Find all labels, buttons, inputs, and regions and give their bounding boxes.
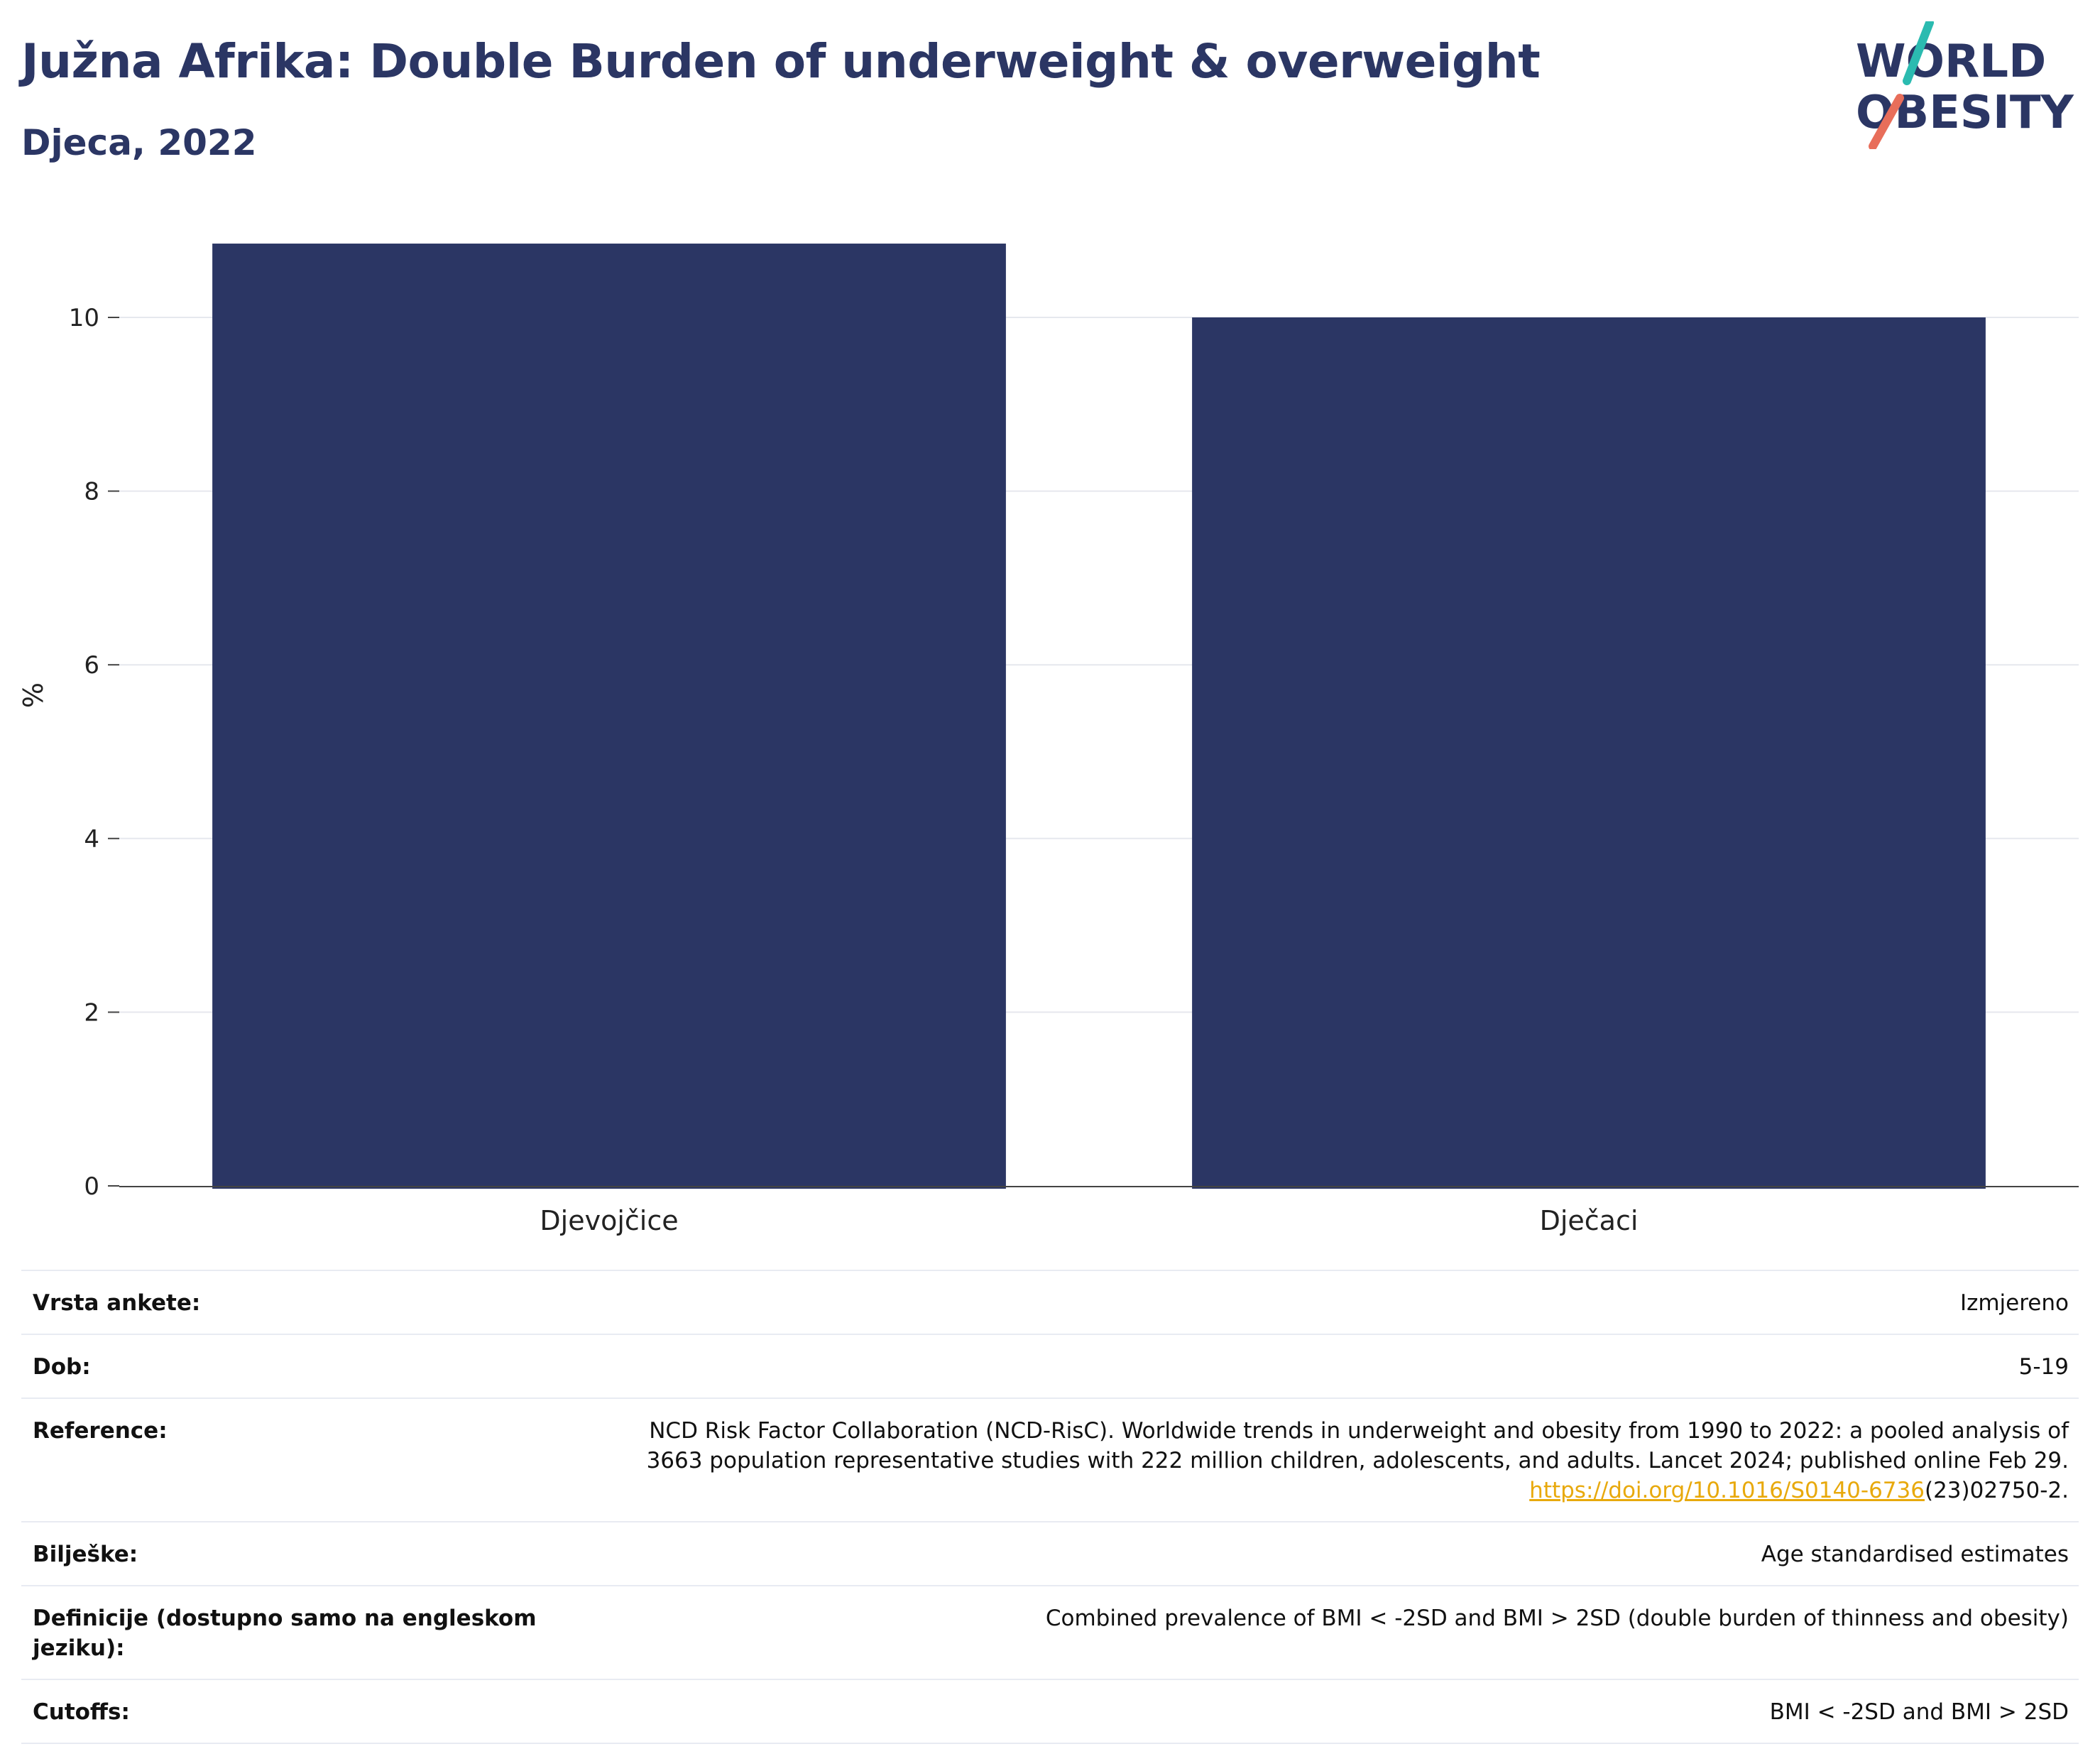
meta-key: Bilješke: (33, 1542, 138, 1567)
y-tick-label: 2 (84, 998, 99, 1027)
chart-subtitle: Djeca, 2022 (21, 122, 257, 163)
meta-row: Vrsta ankete: Izmjereno (21, 1270, 2079, 1334)
meta-key: Definicije (dostupno samo na engleskom j… (33, 1606, 537, 1661)
meta-value: Age standardised estimates (1761, 1542, 2069, 1567)
x-category-label: Dječaci (1540, 1205, 1639, 1236)
meta-row: Reference: NCD Risk Factor Collaboration … (21, 1397, 2079, 1521)
y-tick-label: 8 (84, 478, 99, 506)
reference-link-suffix: (23)02750-2. (1924, 1478, 2069, 1503)
bar-chart: 0 2 4 6 8 10 Djevojčice Dječaci % (18, 244, 2079, 1236)
meta-value: 5-19 (2018, 1354, 2069, 1380)
logo-slash-teal (1903, 21, 1934, 85)
y-tick-label: 6 (84, 651, 99, 680)
meta-row: Definicije (dostupno samo na engleskom j… (21, 1585, 2079, 1679)
meta-row: Cutoffs: BMI < -2SD and BMI > 2SD (21, 1679, 2079, 1744)
y-axis-ticks: 0 2 4 6 8 10 (69, 304, 119, 1201)
meta-key: Dob: (33, 1354, 91, 1380)
meta-value: BMI < -2SD and BMI > 2SD (1769, 1699, 2069, 1725)
bars (212, 244, 1986, 1189)
y-tick-label: 0 (84, 1172, 99, 1201)
meta-value-line: 3663 population representative studies w… (646, 1448, 2069, 1473)
meta-row: Bilješke: Age standardised estimates (21, 1521, 2079, 1585)
x-axis-categories: Djevojčice Dječaci (540, 1205, 1638, 1236)
y-tick-label: 10 (69, 304, 99, 332)
meta-key: Cutoffs: (33, 1699, 130, 1725)
bar-1[interactable] (212, 244, 1006, 1189)
meta-value: NCD Risk Factor Collaboration (NCD-RisC)… (544, 1416, 2069, 1505)
meta-row: Dob: 5-19 (21, 1334, 2079, 1397)
meta-key: Vrsta ankete: (33, 1290, 201, 1316)
reference-link[interactable]: https://doi.org/10.1016/S0140-6736 (1529, 1478, 1925, 1503)
logo-slash-coral (1869, 94, 1904, 149)
x-category-label: Djevojčice (540, 1205, 678, 1236)
world-obesity-logo: WORLD OBESITY (1856, 21, 2074, 149)
bar-2[interactable] (1192, 317, 1986, 1189)
meta-value: Combined prevalence of BMI < -2SD and BM… (1045, 1606, 2069, 1631)
chart-title: Južna Afrika: Double Burden of underweig… (21, 34, 1541, 89)
meta-key: Reference: (33, 1418, 168, 1444)
meta-value: Izmjereno (1959, 1290, 2069, 1316)
y-axis-label: % (18, 682, 49, 708)
logo-line-1: WORLD (1856, 36, 2046, 88)
metadata-table: Vrsta ankete: Izmjereno Dob: 5-19 Reference:… (21, 1270, 2079, 1744)
meta-value-line: NCD Risk Factor Collaboration (NCD-RisC)… (649, 1418, 2069, 1444)
y-tick-label: 4 (84, 825, 99, 854)
